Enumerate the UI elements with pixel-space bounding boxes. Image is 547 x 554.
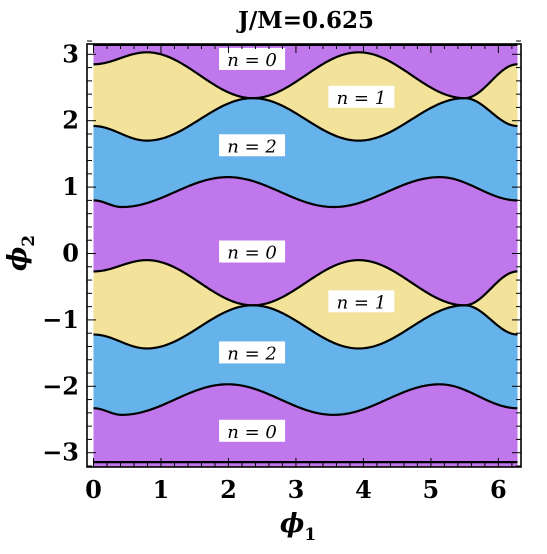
annotation-box — [328, 290, 395, 313]
lower-band-region-n2 — [93, 305, 518, 415]
y-tick-label: 3 — [62, 39, 79, 68]
tick-labels: 0 1 2 3 4 5 6 3 2 1 0 −1 −2 −3 — [42, 39, 507, 504]
region-annotation: n = 1 — [337, 292, 387, 313]
lower-band-curve-a — [93, 259, 518, 350]
axis-ticks — [87, 40, 521, 467]
region-annotations: n = 0 n = 1 n = 2 n = 0 n = 1 n = 2 n = 0 — [219, 47, 395, 443]
region-annotation: n = 0 — [227, 243, 277, 264]
x-tick-label: 2 — [220, 475, 237, 504]
plot-regions — [93, 44, 518, 467]
x-tick-label: 1 — [153, 475, 170, 504]
region-annotation: n = 0 — [227, 50, 277, 71]
x-tick-label: 5 — [423, 475, 440, 504]
upper-band-curve-b — [93, 51, 518, 142]
upper-band-region-n2 — [93, 98, 518, 208]
y-tick-label: 1 — [62, 172, 79, 201]
region-annotation: n = 2 — [227, 343, 277, 364]
boundary-curves — [93, 44, 518, 464]
x-tick-label: 0 — [85, 475, 102, 504]
x-tick-label: 4 — [355, 475, 372, 504]
x-tick-label: 3 — [288, 475, 305, 504]
x-axis-label: ϕ1 — [280, 509, 316, 545]
y-tick-label: 0 — [62, 239, 79, 268]
x-tick-label: 6 — [490, 475, 507, 504]
chart-title: J/M=0.625 — [236, 7, 374, 34]
annotation-box — [219, 341, 286, 364]
annotation-box — [219, 240, 286, 263]
annotation-box — [328, 85, 395, 108]
region-annotation: n = 0 — [227, 422, 277, 443]
lower-band-curve-b — [93, 259, 518, 350]
y-tick-label: 2 — [62, 106, 79, 135]
plot-frame — [86, 43, 522, 468]
lower-band-lower-curve — [93, 383, 518, 416]
region-annotation: n = 2 — [227, 136, 277, 157]
region-annotation: n = 1 — [337, 88, 387, 109]
y-tick-label: −2 — [42, 371, 79, 400]
annotation-box — [219, 134, 286, 157]
annotation-box — [219, 47, 286, 70]
y-axis-label: ϕ2 — [3, 235, 39, 271]
upper-band-curve-a — [93, 51, 518, 142]
y-tick-label: −1 — [42, 305, 79, 334]
y-tick-label: −3 — [42, 438, 79, 467]
upper-band-lower-curve — [93, 176, 518, 209]
annotation-box — [219, 419, 286, 442]
